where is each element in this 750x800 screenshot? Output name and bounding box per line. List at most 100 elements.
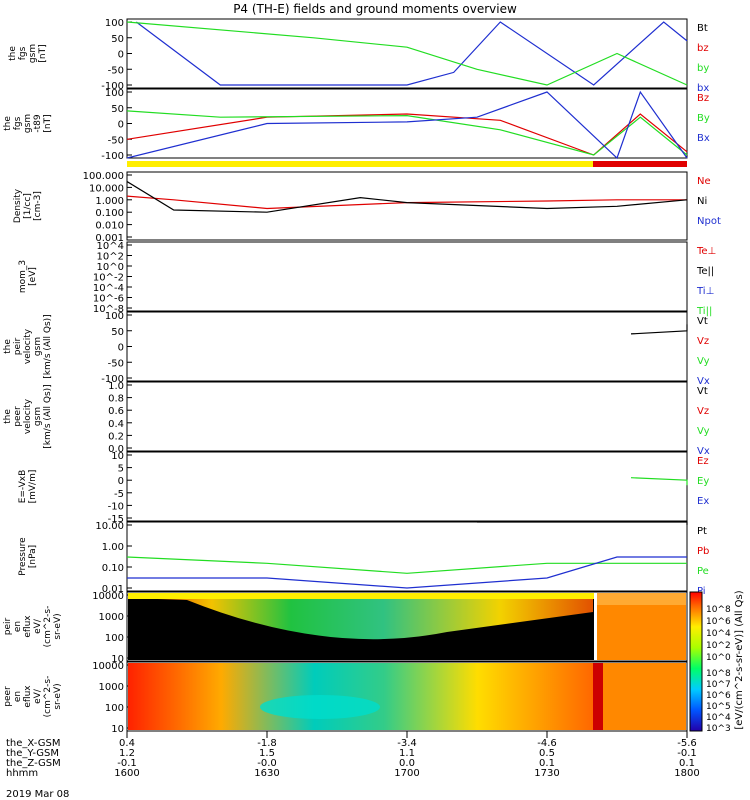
panel-2: the fgs gsm -t89 [nT] 100 50 0 -50 -100 Bz By Bx [3,88,710,162]
y-label-line: velocity [23,328,33,364]
colorbar-tick: 10^8 [706,605,731,615]
y-label-line: peir [13,337,23,355]
y-label-line: sr-eV) [53,683,63,709]
y-tick-label: 10^-4 [93,283,124,294]
y-tick-label: 100 [105,633,124,644]
y-label-line: mom_3 [18,260,28,293]
y-tick-label: -15 [108,514,124,525]
y-label-line: the [3,339,13,354]
legend-Pt: Pt [697,526,707,537]
date-label: 2019 Mar 08 [6,789,69,800]
legend-Ne: Ne [697,176,711,187]
x-row-value: 0.0 [399,758,415,769]
series-bx [135,21,688,86]
legend-Vx: Vx [697,376,710,387]
legend-Npot: Npot [697,216,721,227]
y-tick-label: 1.00 [102,542,124,553]
y-tick-label: 10^0 [97,262,124,273]
panel-frame [126,241,688,312]
y-label-line: eV/ [33,688,43,704]
panel-frame [126,591,688,662]
y-label-line: gsm [33,337,43,356]
series-Pe [126,556,687,574]
y-label-line: gsm [33,407,43,426]
legend-Pe: Pe [697,566,709,577]
series-Vt [630,324,688,335]
spectrogram-peir-body [128,598,593,640]
y-tick-label: 100.000 [83,171,124,182]
legend-by: by [697,63,709,74]
series-Bx [126,90,688,160]
colorbar-rect [689,591,703,732]
y-tick-label: 0.0 [108,444,124,455]
panel-frame [126,521,688,592]
y-label-line: [nT] [38,44,48,62]
y-tick-label: 10^-8 [93,304,124,315]
spectrogram-peer-body [128,663,594,730]
series-by [126,21,688,86]
series-By [126,110,688,156]
plot-title: P4 (TH-E) fields and ground moments over… [233,2,517,16]
x-axis-annotation: the_X-GSM 0.4 -1.8 -3.4 -4.6 -5.6 the_Y-GSM 1.2… [6,731,700,779]
colorbar-tick: 10^5 [706,702,731,712]
x-row-value: 0.5 [539,748,555,759]
y-tick-label: 0.010 [95,221,124,232]
y-tick-label: 1000 [99,682,124,693]
y-tick-label: 0.100 [95,208,124,219]
y-tick-label: 10 [111,451,124,462]
y-label-line: en [13,691,23,702]
y-tick-label: 0.8 [108,394,124,405]
y-tick-label: 10 [111,654,124,665]
y-tick-label: 0.4 [108,419,124,430]
y-label-line: [km/s (All Qs)] [43,314,53,378]
y-tick-label: -10 [108,501,124,512]
legend-Vz: Vz [697,406,709,417]
y-tick-label: 5 [118,464,124,475]
colorbar-tick: 10^6 [706,617,731,627]
legend-Pb: Pb [697,546,709,557]
y-axis-label: Density [1/cc] [cm-3] [13,188,43,223]
series-Pt [477,521,688,525]
x-row-value: 1.1 [399,748,415,759]
colorbar-tick: 10^6 [706,691,731,701]
x-row-value: 1730 [534,768,559,779]
y-tick-label: 10.000 [89,183,124,194]
y-tick-label: 10000 [92,591,124,602]
panel-frame [126,381,688,452]
y-label-line: [cm-3] [33,191,43,221]
colorbar-tick: 10^2 [706,641,731,651]
spectrogram-group [128,593,686,730]
y-tick-label: 10.00 [95,521,124,532]
y-tick-label: 10 [111,724,124,735]
legend-Vt: Vt [697,316,708,327]
legend-Vx: Vx [697,446,710,457]
series-Ey [630,477,688,486]
legend-Ni: Ni [697,196,707,207]
y-label-line: (cm^2-s- [43,676,53,718]
y-axis-label: Pressure [nPa] [18,537,38,576]
colorbar-tick: 10^4 [706,629,731,639]
legend-Te⊥: Te⊥ [696,246,716,257]
x-row-value: -4.6 [537,738,557,749]
panel-8: Pressure[nPa]10.001.000.100.01PtPbPePi [18,521,709,597]
y-label-line: en [13,621,23,632]
status-bar-red [593,161,687,167]
y-axis-label: mom_3 [eV] [18,260,38,293]
spectrogram-peer-gap [593,663,603,730]
y-axis-label: the peir velocity gsm [km/s (All Qs)] [3,314,53,378]
spectrogram-peir-right-top [597,593,686,605]
y-label-line: sr-eV) [53,613,63,639]
y-tick-label: -100 [101,81,124,92]
panel-frame [126,311,688,382]
x-row-value: 0.1 [679,758,695,769]
series-Bz [126,113,688,156]
x-row-value: -0.0 [257,758,277,769]
colorbar-label: [eV/(cm^2-s-sr-eV)] (All Qs) [734,590,745,729]
x-row-value: -3.4 [397,738,417,749]
x-row-value: -5.6 [677,738,697,749]
y-label-line: fgs [13,116,23,130]
y-label-line: gsm [23,114,33,133]
status-bar [127,161,687,167]
x-row-label: the_Y-GSM [6,748,59,759]
